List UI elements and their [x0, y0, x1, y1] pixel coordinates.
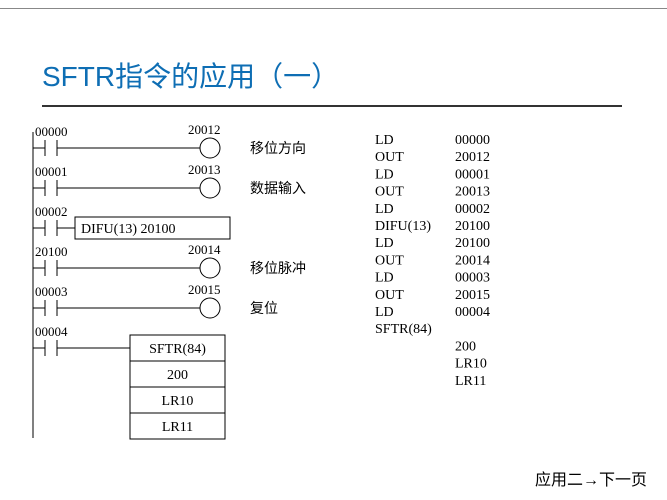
svg-text:OUT: OUT [375, 150, 404, 165]
svg-text:20013: 20013 [188, 162, 221, 177]
slide-title: SFTR指令的应用（一） [42, 55, 339, 95]
svg-text:LR10: LR10 [455, 357, 487, 372]
svg-text:00002: 00002 [35, 204, 68, 219]
svg-text:200: 200 [455, 339, 476, 354]
svg-text:SFTR(84): SFTR(84) [375, 322, 432, 337]
svg-text:20100: 20100 [35, 244, 68, 259]
svg-text:移位方向: 移位方向 [250, 141, 306, 157]
svg-text:SFTR(84): SFTR(84) [149, 342, 206, 357]
svg-text:LD: LD [375, 305, 394, 320]
svg-text:LR11: LR11 [455, 374, 486, 389]
svg-text:移位脉冲: 移位脉冲 [250, 261, 306, 277]
svg-text:20014: 20014 [455, 253, 490, 268]
svg-text:00003: 00003 [35, 284, 68, 299]
svg-text:LD: LD [375, 271, 394, 286]
svg-text:00004: 00004 [35, 324, 68, 339]
svg-text:20015: 20015 [455, 288, 490, 303]
svg-text:OUT: OUT [375, 288, 404, 303]
svg-text:00000: 00000 [35, 124, 68, 139]
svg-text:00003: 00003 [455, 271, 490, 286]
svg-text:20013: 20013 [455, 185, 490, 200]
svg-text:20015: 20015 [188, 282, 221, 297]
svg-text:00001: 00001 [455, 167, 490, 182]
svg-text:20012: 20012 [455, 150, 490, 165]
svg-text:00004: 00004 [455, 305, 490, 320]
svg-text:数据输入: 数据输入 [250, 181, 306, 197]
svg-text:20012: 20012 [188, 122, 221, 137]
svg-text:OUT: OUT [375, 185, 404, 200]
svg-text:LD: LD [375, 167, 394, 182]
footer-nav[interactable]: 应用二→下一页 [535, 466, 647, 490]
slide: SFTR指令的应用（一） 00000 20012 移位方向 00001 20013 数据输… [0, 0, 667, 500]
svg-text:DIFU(13): DIFU(13) [375, 219, 431, 234]
svg-text:00001: 00001 [35, 164, 68, 179]
svg-text:20100: 20100 [455, 219, 490, 234]
svg-text:00000: 00000 [455, 133, 490, 148]
svg-text:200: 200 [167, 368, 188, 383]
svg-text:复位: 复位 [250, 300, 278, 317]
svg-text:20100: 20100 [455, 236, 490, 251]
svg-text:LR10: LR10 [162, 394, 194, 409]
svg-text:LD: LD [375, 236, 394, 251]
svg-text:OUT: OUT [375, 253, 404, 268]
svg-text:LD: LD [375, 202, 394, 217]
svg-text:00002: 00002 [455, 202, 490, 217]
svg-text:LD: LD [375, 133, 394, 148]
top-border [0, 8, 667, 9]
ladder-diagram: 00000 20012 移位方向 00001 20013 数据输入 00002 DIFU(13… [15, 120, 535, 450]
svg-text:DIFU(13) 20100: DIFU(13) 20100 [81, 222, 176, 237]
svg-text:LR11: LR11 [162, 420, 193, 435]
svg-text:20014: 20014 [188, 242, 221, 257]
title-underline [42, 105, 622, 107]
